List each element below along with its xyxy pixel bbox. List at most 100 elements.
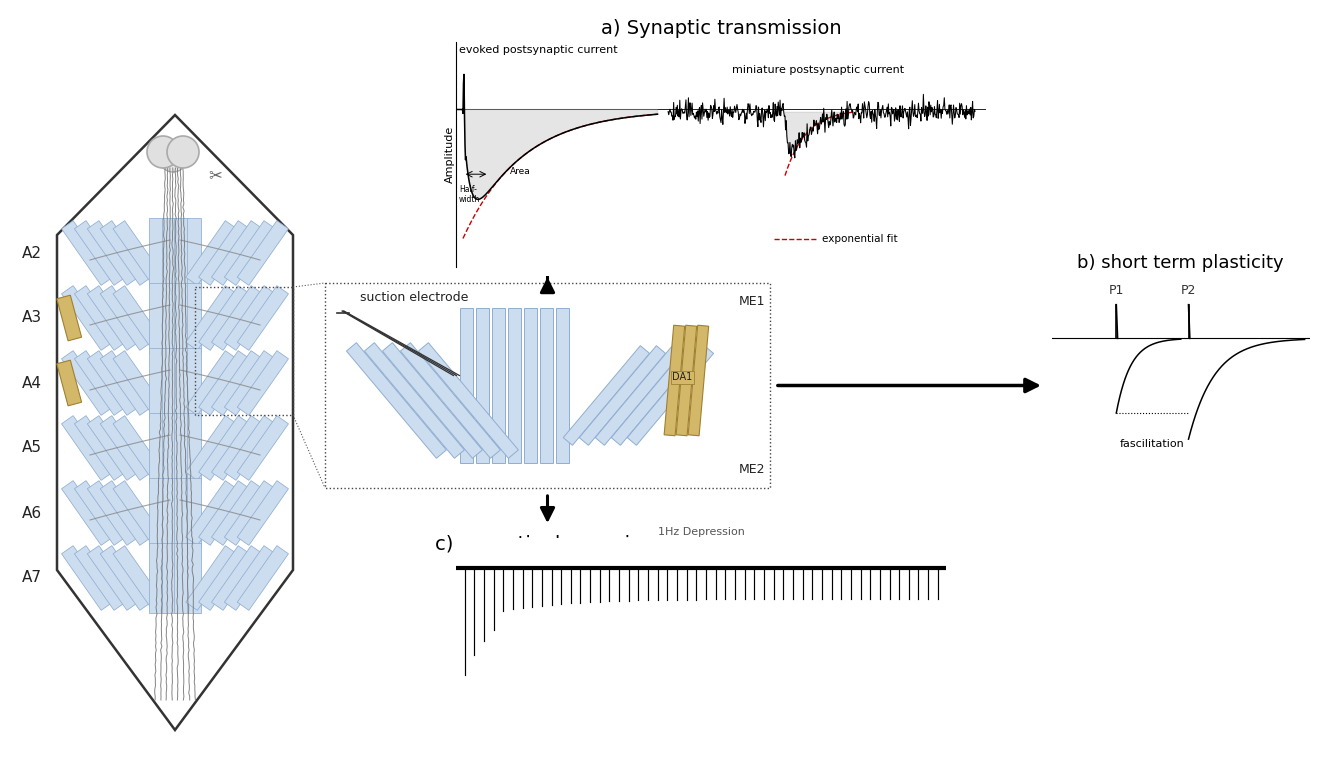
- Circle shape: [167, 136, 198, 168]
- Polygon shape: [237, 285, 288, 350]
- Polygon shape: [212, 285, 263, 350]
- Polygon shape: [185, 481, 237, 546]
- Polygon shape: [460, 308, 472, 463]
- Text: ME2: ME2: [738, 463, 765, 476]
- Polygon shape: [185, 221, 237, 285]
- Text: A4: A4: [22, 375, 42, 391]
- Polygon shape: [225, 351, 275, 415]
- Polygon shape: [112, 416, 164, 481]
- Polygon shape: [101, 351, 151, 415]
- Polygon shape: [149, 543, 163, 613]
- Polygon shape: [237, 221, 288, 285]
- Polygon shape: [627, 346, 713, 446]
- Polygon shape: [382, 343, 483, 459]
- Polygon shape: [101, 546, 151, 610]
- Polygon shape: [87, 285, 139, 350]
- Polygon shape: [112, 351, 164, 415]
- Polygon shape: [57, 115, 292, 730]
- Polygon shape: [611, 346, 697, 446]
- Polygon shape: [212, 481, 263, 546]
- Polygon shape: [595, 346, 681, 446]
- Polygon shape: [185, 546, 237, 610]
- Polygon shape: [149, 349, 163, 417]
- Polygon shape: [225, 481, 275, 546]
- Polygon shape: [175, 284, 188, 353]
- Polygon shape: [418, 343, 519, 459]
- Text: A2: A2: [22, 246, 42, 260]
- Text: evoked postsynaptic current: evoked postsynaptic current: [459, 45, 618, 55]
- Polygon shape: [579, 346, 665, 446]
- FancyArrowPatch shape: [541, 496, 553, 520]
- Polygon shape: [62, 351, 112, 415]
- Polygon shape: [87, 221, 139, 285]
- Text: Area: Area: [509, 167, 531, 176]
- Polygon shape: [212, 221, 263, 285]
- Polygon shape: [237, 416, 288, 481]
- Text: A7: A7: [22, 571, 42, 585]
- Polygon shape: [62, 481, 112, 546]
- Polygon shape: [185, 351, 237, 415]
- Polygon shape: [74, 285, 126, 350]
- Text: miniature postsynaptic current: miniature postsynaptic current: [732, 65, 904, 75]
- Polygon shape: [149, 218, 163, 288]
- Polygon shape: [87, 481, 139, 546]
- Y-axis label: Amplitude: Amplitude: [445, 126, 455, 183]
- Polygon shape: [149, 414, 163, 482]
- Polygon shape: [74, 221, 126, 285]
- Title: a) Synaptic transmission: a) Synaptic transmission: [601, 18, 841, 37]
- Polygon shape: [87, 416, 139, 481]
- Text: ✂: ✂: [208, 166, 222, 184]
- Text: Half-
width: Half- width: [459, 185, 480, 204]
- Polygon shape: [187, 349, 201, 417]
- Polygon shape: [237, 481, 288, 546]
- Polygon shape: [161, 414, 176, 482]
- Polygon shape: [225, 221, 275, 285]
- Polygon shape: [688, 325, 709, 436]
- Polygon shape: [198, 416, 250, 481]
- Polygon shape: [87, 351, 139, 415]
- Polygon shape: [74, 481, 126, 546]
- Text: P2: P2: [1181, 284, 1196, 297]
- Polygon shape: [101, 285, 151, 350]
- Polygon shape: [149, 284, 163, 353]
- Polygon shape: [347, 343, 446, 459]
- Polygon shape: [198, 221, 250, 285]
- Polygon shape: [401, 343, 500, 459]
- Text: fascilitation: fascilitation: [1121, 439, 1185, 449]
- Polygon shape: [175, 478, 188, 548]
- Text: ME1: ME1: [738, 295, 765, 308]
- Polygon shape: [212, 546, 263, 610]
- Polygon shape: [112, 221, 164, 285]
- Polygon shape: [175, 349, 188, 417]
- Polygon shape: [62, 416, 112, 481]
- Text: c) synaptic depression: c) synaptic depression: [435, 536, 655, 555]
- Polygon shape: [540, 308, 553, 463]
- Text: A3: A3: [22, 311, 42, 326]
- Polygon shape: [198, 351, 250, 415]
- Polygon shape: [175, 543, 188, 613]
- Polygon shape: [185, 285, 237, 350]
- Polygon shape: [101, 221, 151, 285]
- Text: P1: P1: [1109, 284, 1125, 297]
- Polygon shape: [112, 481, 164, 546]
- Text: suction electrode: suction electrode: [360, 291, 468, 304]
- Circle shape: [159, 144, 187, 172]
- Polygon shape: [62, 285, 112, 350]
- Polygon shape: [212, 416, 263, 481]
- Polygon shape: [101, 481, 151, 546]
- Title: 1Hz Depression: 1Hz Depression: [658, 527, 745, 537]
- Polygon shape: [161, 284, 176, 353]
- Polygon shape: [198, 285, 250, 350]
- Polygon shape: [57, 295, 82, 341]
- Polygon shape: [187, 414, 201, 482]
- Polygon shape: [212, 351, 263, 415]
- Polygon shape: [556, 308, 569, 463]
- Circle shape: [147, 136, 179, 168]
- Polygon shape: [175, 414, 188, 482]
- Polygon shape: [198, 546, 250, 610]
- Polygon shape: [564, 346, 650, 446]
- Polygon shape: [161, 543, 176, 613]
- Polygon shape: [237, 351, 288, 415]
- Polygon shape: [161, 218, 176, 288]
- Polygon shape: [187, 218, 201, 288]
